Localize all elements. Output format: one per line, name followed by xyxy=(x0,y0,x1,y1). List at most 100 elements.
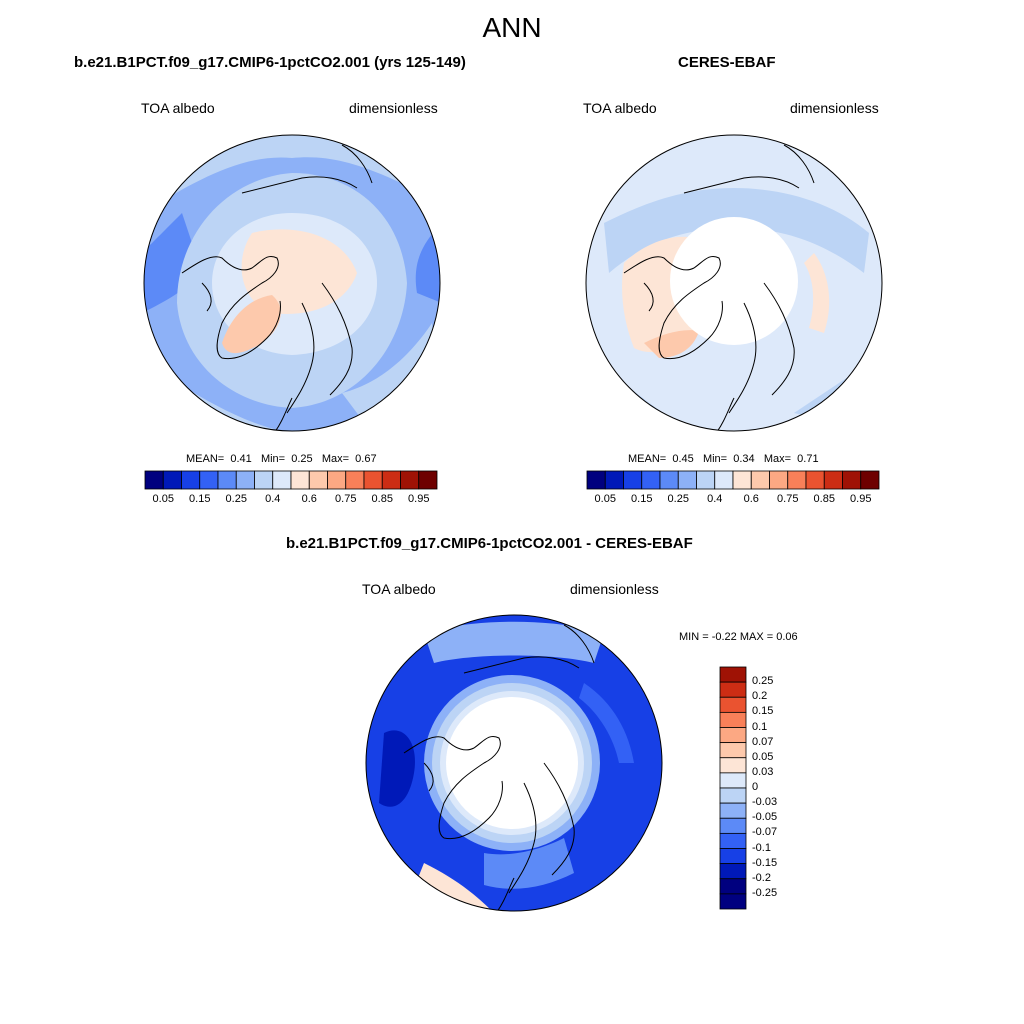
obs-colorbar-box xyxy=(677,470,697,490)
model-colorbar-ticks: 0.05 0.15 0.25 0.4 0.6 0.75 0.85 0.95 xyxy=(145,493,437,507)
model-coastlines xyxy=(181,144,373,431)
model-map-border xyxy=(143,134,441,432)
model-panel-title: b.e21.B1PCT.f09_g17.CMIP6-1pctCO2.001 (y… xyxy=(74,54,466,71)
obs-colorbar-tick-label: 0.05 xyxy=(594,493,616,505)
model-polar-map xyxy=(143,134,441,432)
diff-colorbar-box xyxy=(719,711,747,728)
diff-colorbar-tick-label: 0.03 xyxy=(752,765,774,778)
model-colorbar-box xyxy=(418,470,438,490)
diff-coastlines xyxy=(403,624,595,911)
model-colorbar-box xyxy=(144,470,164,490)
model-min-value: 0.25 xyxy=(291,453,313,465)
model-colorbar-tick-label: 0.15 xyxy=(189,493,211,505)
diff-polar-map xyxy=(365,614,663,912)
obs-colorbar-box xyxy=(842,470,862,490)
diff-colorbar-box xyxy=(719,802,747,819)
diff-colorbar-box xyxy=(719,893,747,910)
figure-title: ANN xyxy=(482,12,542,43)
diff-units-label: dimensionless xyxy=(570,581,659,597)
obs-colorbar-box xyxy=(586,470,606,490)
model-colorbar-box xyxy=(327,470,347,490)
model-colorbar-box xyxy=(199,470,219,490)
obs-colorbar-tick-label: 0.95 xyxy=(850,493,872,505)
diff-minmax: MIN = -0.22 MAX = 0.06 xyxy=(679,631,798,643)
diff-colorbar-tick-label: 0.15 xyxy=(752,705,774,718)
obs-colorbar-tick-label: 0.4 xyxy=(707,493,723,505)
model-colorbar-tick-label: 0.25 xyxy=(225,493,247,505)
obs-colorbar-box xyxy=(714,470,734,490)
obs-colorbar-box xyxy=(623,470,643,490)
diff-colorbar-box xyxy=(719,696,747,713)
obs-colorbar-box xyxy=(860,470,880,490)
diff-colorbar-box xyxy=(719,787,747,804)
obs-mean-value: 0.45 xyxy=(672,453,694,465)
model-colorbar-tick-label: 0.95 xyxy=(408,493,430,505)
model-colorbar-tick-label: 0.85 xyxy=(371,493,393,505)
obs-coastlines xyxy=(623,144,815,431)
model-colorbar-box xyxy=(345,470,365,490)
diff-colorbar-tick-label: 0.1 xyxy=(752,720,768,733)
diff-colorbar-tick-label: -0.2 xyxy=(752,871,771,884)
diff-colorbar-box xyxy=(719,681,747,698)
diff-colorbar-box xyxy=(719,832,747,849)
model-colorbar-box xyxy=(308,470,328,490)
obs-polar-map xyxy=(585,134,883,432)
diff-colorbar-tick-label: 0.2 xyxy=(752,690,768,703)
diff-map-border xyxy=(365,614,663,912)
obs-colorbar-box xyxy=(732,470,752,490)
model-colorbar-tick-label: 0.6 xyxy=(301,493,317,505)
obs-colorbar-box xyxy=(787,470,807,490)
diff-colorbar-box xyxy=(719,727,747,744)
model-colorbar xyxy=(144,470,438,490)
diff-panel-title: b.e21.B1PCT.f09_g17.CMIP6-1pctCO2.001 - … xyxy=(286,535,693,552)
obs-colorbar-box xyxy=(823,470,843,490)
obs-map-border xyxy=(585,134,883,432)
model-colorbar-box xyxy=(217,470,237,490)
obs-colorbar-box xyxy=(750,470,770,490)
obs-colorbar-tick-label: 0.25 xyxy=(667,493,689,505)
diff-colorbar xyxy=(719,666,747,910)
model-colorbar-box xyxy=(162,470,182,490)
obs-colorbar xyxy=(586,470,880,490)
model-colorbar-tick-label: 0.05 xyxy=(152,493,174,505)
diff-colorbar-box xyxy=(719,863,747,880)
diff-colorbar-box xyxy=(719,848,747,865)
obs-colorbar-box xyxy=(805,470,825,490)
obs-min-label: Min= xyxy=(702,453,728,465)
diff-colorbar-ticks: 0.25 0.2 0.15 0.1 0.07 0.05 0.03 0 -0.03 -0.05 -0.… xyxy=(752,667,812,909)
diff-colorbar-tick-label: -0.1 xyxy=(752,841,771,854)
diff-colorbar-box xyxy=(719,757,747,774)
obs-max-label: Max= xyxy=(763,453,792,465)
diff-colorbar-tick-label: -0.15 xyxy=(752,856,778,869)
model-units-label: dimensionless xyxy=(349,100,438,116)
model-colorbar-box xyxy=(181,470,201,490)
model-colorbar-box xyxy=(272,470,292,490)
model-max-value: 0.67 xyxy=(355,453,377,465)
model-min-label: Min= xyxy=(260,453,286,465)
model-colorbar-box xyxy=(254,470,274,490)
diff-colorbar-box xyxy=(719,742,747,759)
model-colorbar-tick-label: 0.4 xyxy=(265,493,281,505)
obs-colorbar-ticks: 0.05 0.15 0.25 0.4 0.6 0.75 0.85 0.95 xyxy=(587,493,879,507)
diff-colorbar-tick-label: -0.05 xyxy=(752,811,778,824)
obs-colorbar-box xyxy=(696,470,716,490)
diff-colorbar-tick-label: 0.25 xyxy=(752,675,774,688)
obs-colorbar-tick-label: 0.75 xyxy=(777,493,799,505)
diff-colorbar-box xyxy=(719,772,747,789)
obs-panel-title: CERES-EBAF xyxy=(678,54,776,71)
diff-colorbar-tick-label: -0.07 xyxy=(752,826,778,839)
diff-colorbar-box xyxy=(719,666,747,683)
model-colorbar-box xyxy=(235,470,255,490)
obs-colorbar-box xyxy=(641,470,661,490)
obs-mean-label: MEAN= xyxy=(628,453,667,465)
diff-colorbar-box xyxy=(719,817,747,834)
model-stats: MEAN= 0.41 Min= 0.25 Max= 0.67 xyxy=(186,453,377,465)
obs-max-value: 0.71 xyxy=(797,453,819,465)
model-mean-label: MEAN= xyxy=(186,453,225,465)
obs-colorbar-tick-label: 0.85 xyxy=(813,493,835,505)
model-max-label: Max= xyxy=(321,453,350,465)
obs-colorbar-box xyxy=(659,470,679,490)
obs-min-value: 0.34 xyxy=(733,453,755,465)
obs-variable-label: TOA albedo xyxy=(583,100,657,116)
model-mean-value: 0.41 xyxy=(230,453,252,465)
